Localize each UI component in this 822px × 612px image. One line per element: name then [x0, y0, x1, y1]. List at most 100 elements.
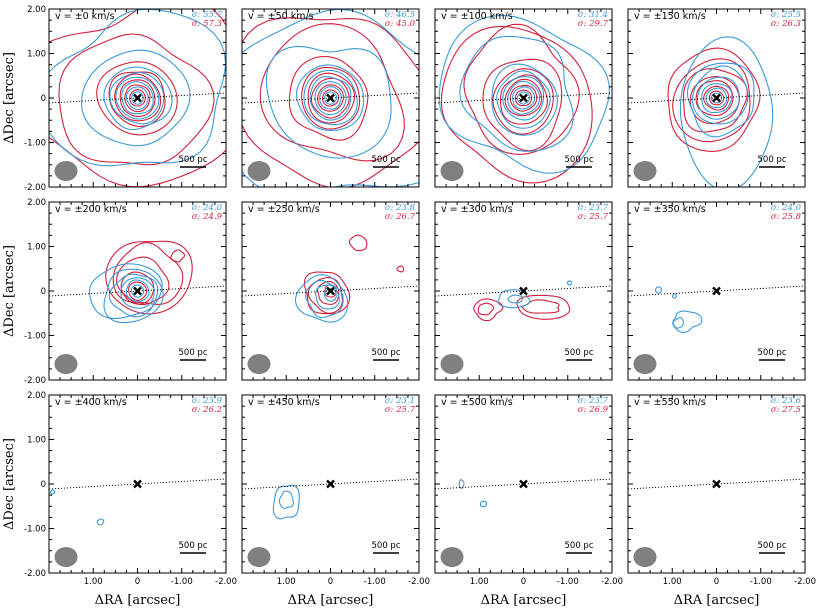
blue-contour: [710, 92, 723, 104]
red-contour: [321, 89, 340, 107]
x-tick-label: 0: [135, 577, 140, 587]
center-marker-stroke: [326, 286, 335, 296]
axis-labels: ΔDec [arcsec] ΔDec [arcsec] ΔDec [arcsec] Δ…: [2, 52, 759, 608]
center-marker-stroke: [326, 93, 335, 103]
red-contour: [116, 256, 170, 306]
red-contour: [105, 240, 193, 315]
channel-panel: 500 pc v = ±0 km/s σ: 55.7σ: 57.3 2.00 1.00 0…: [24, 5, 227, 193]
beam-ellipse: [54, 547, 78, 567]
center-marker-stroke: [712, 286, 721, 296]
x-tick-label: -1.00: [557, 577, 579, 587]
channel-panel: 500 pc v = ±50 km/s σ: 46.5σ: 45.0: [241, 8, 420, 188]
y-tick-label: -2.00: [24, 183, 46, 193]
sigma-blue-label: σ: 24.0: [771, 203, 802, 213]
blue-contour: [309, 75, 352, 121]
velocity-label: v = ±200 km/s: [55, 204, 127, 215]
red-contour: [129, 89, 146, 107]
red-contour: [672, 58, 751, 143]
blue-contour: [131, 91, 144, 105]
blue-contour: [691, 65, 749, 125]
y-tick-label: 0: [41, 480, 46, 490]
position-angle-line: [49, 478, 226, 490]
red-contour: [482, 58, 563, 152]
red-contour: [49, 9, 226, 187]
red-contour: [170, 249, 186, 263]
blue-contour: [96, 518, 105, 526]
position-angle-line: [242, 478, 419, 490]
channel-panel: 500 pc v = ±100 km/s σ: 31.4σ: 29.7: [434, 8, 613, 188]
scale-bar-label: 500 pc: [372, 155, 401, 165]
x-tick-label: 1.00: [277, 577, 296, 587]
position-angle-line: [628, 92, 805, 104]
beam-ellipse: [633, 547, 657, 567]
center-marker-stroke: [519, 286, 528, 296]
blue-contour: [278, 490, 294, 509]
panel-content: [435, 14, 612, 184]
red-contour: [128, 281, 148, 301]
x-tick-label: 1.00: [84, 577, 103, 587]
position-angle-line: [435, 478, 612, 490]
blue-contour: [686, 62, 755, 138]
y-tick-label: -1.00: [24, 139, 46, 149]
center-marker-stroke: [712, 93, 721, 103]
x-tick-label: 1.00: [470, 577, 489, 587]
blue-contour: [49, 9, 226, 167]
center-marker-stroke: [133, 93, 142, 103]
sigma-blue-label: σ: 24.0: [192, 203, 223, 213]
position-angle-line: [49, 285, 226, 297]
panels: 500 pc v = ±0 km/s σ: 55.7σ: 57.3 2.00 1.00 0…: [24, 5, 816, 587]
red-contour: [301, 66, 361, 130]
blue-contour: [507, 80, 541, 115]
y-tick-label: 1.00: [27, 436, 46, 446]
position-angle-line: [49, 92, 226, 104]
blue-contour: [323, 288, 337, 302]
blue-contour: [303, 69, 358, 126]
blue-contour: [120, 277, 155, 309]
panel-content: [49, 9, 226, 187]
red-contour: [667, 47, 761, 152]
red-contour: [499, 74, 548, 125]
x-tick-label: 0: [521, 577, 526, 587]
blue-contour: [80, 49, 191, 147]
blue-contour: [701, 83, 733, 114]
red-contour: [307, 72, 356, 124]
blue-contour: [516, 91, 531, 105]
y-tick-label: 1.00: [27, 50, 46, 60]
sigma-blue-label: σ: 46.5: [385, 10, 415, 20]
sigma-blue-label: σ: 23.7: [578, 203, 609, 213]
scale-bar-label: 500 pc: [179, 155, 208, 165]
y-axis-label: ΔDec [arcsec]: [2, 245, 17, 337]
sigma-red-label: σ: 25.8: [771, 212, 802, 222]
blue-contour: [567, 280, 572, 286]
scale-bar-label: 500 pc: [372, 541, 401, 551]
red-contour: [689, 76, 740, 125]
velocity-label: v = ±100 km/s: [441, 11, 513, 22]
red-contour: [695, 80, 734, 117]
red-contour: [514, 89, 533, 107]
blue-contour: [324, 91, 338, 105]
red-contour: [473, 298, 504, 322]
blue-contour: [319, 86, 342, 110]
red-contour: [516, 294, 571, 320]
red-contour: [504, 78, 543, 117]
scale-bar-label: 500 pc: [372, 348, 401, 358]
blue-contour: [121, 81, 154, 115]
panel-content: [628, 36, 805, 187]
sigma-red-label: σ: 25.7: [385, 405, 416, 415]
sigma-blue-label: σ: 23.7: [578, 396, 609, 406]
position-angle-line: [628, 285, 805, 297]
beam-ellipse: [247, 161, 271, 181]
sigma-blue-label: σ: 55.7: [192, 10, 223, 20]
channel-panel: 500 pc v = ±500 km/s σ: 23.7σ: 26.9 1.00 0 -1…: [434, 394, 623, 587]
scale-bar-label: 500 pc: [758, 155, 787, 165]
blue-contour: [696, 76, 740, 120]
x-axis-label: ΔRA [arcsec]: [288, 593, 374, 608]
beam-ellipse: [54, 161, 78, 181]
red-contour: [288, 55, 369, 141]
channel-panel: 500 pc v = ±150 km/s σ: 25.5σ: 26.3: [627, 8, 806, 188]
blue-contour: [49, 489, 56, 495]
blue-contour: [109, 72, 165, 125]
panel-content: [628, 478, 805, 490]
panel-content: [435, 478, 612, 508]
velocity-label: v = ±150 km/s: [634, 11, 706, 22]
